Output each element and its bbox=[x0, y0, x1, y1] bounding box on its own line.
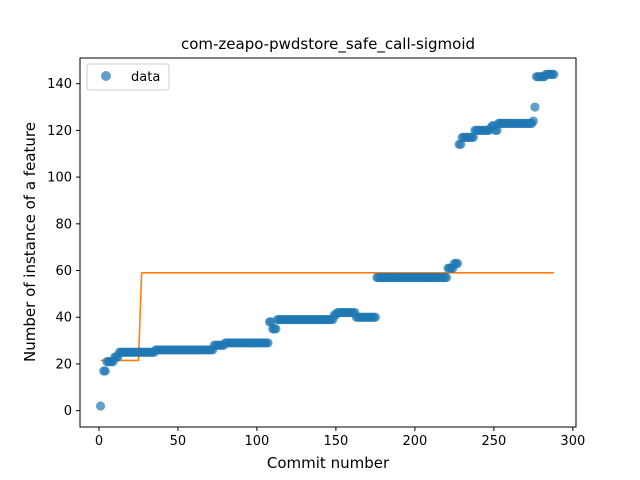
fit-line bbox=[100, 272, 554, 362]
x-axis-label: Commit number bbox=[267, 454, 390, 472]
x-tick-label: 150 bbox=[323, 434, 348, 449]
y-tick-label: 100 bbox=[47, 171, 72, 186]
x-tick-label: 250 bbox=[481, 434, 506, 449]
x-tick-label: 100 bbox=[245, 434, 270, 449]
axes-frame bbox=[79, 57, 577, 428]
data-point bbox=[271, 324, 281, 334]
x-tick-label: 300 bbox=[560, 434, 585, 449]
y-tick-label: 80 bbox=[55, 217, 72, 232]
plot-background bbox=[80, 58, 576, 427]
data-point bbox=[530, 102, 540, 112]
y-axis-label: Number of instance of a feature bbox=[21, 122, 39, 362]
data-point bbox=[456, 139, 466, 150]
legend-box bbox=[86, 63, 170, 91]
x-tick-label: 50 bbox=[170, 434, 187, 449]
y-tick-label: 60 bbox=[55, 264, 72, 279]
y-tick-label: 0 bbox=[64, 404, 72, 419]
data-point bbox=[441, 272, 452, 283]
y-tick-label: 120 bbox=[47, 124, 72, 139]
y-tick-label: 140 bbox=[47, 77, 72, 92]
data-points-layer bbox=[95, 69, 559, 411]
legend-marker-data bbox=[101, 71, 111, 81]
chart-title: com-zeapo-pwdstore_safe_call-sigmoid bbox=[181, 35, 475, 54]
data-point bbox=[370, 312, 380, 322]
legend-label-data: data bbox=[131, 70, 160, 85]
plot-area bbox=[79, 57, 577, 428]
data-point bbox=[452, 258, 463, 269]
data-point bbox=[528, 116, 538, 126]
data-point bbox=[468, 132, 478, 143]
y-tick-label: 40 bbox=[55, 311, 72, 326]
data-point bbox=[95, 401, 106, 411]
legend: data bbox=[86, 63, 170, 91]
data-point bbox=[263, 338, 273, 348]
data-point bbox=[100, 366, 110, 376]
x-tick-label: 0 bbox=[95, 434, 103, 449]
fit-line-layer bbox=[100, 272, 554, 362]
data-point bbox=[492, 125, 502, 135]
data-point bbox=[549, 69, 559, 79]
x-tick-label: 200 bbox=[402, 434, 427, 449]
ticks-layer: 0 50 100 150 200 250 300 0 20 40 60 80 100 120 140 bbox=[47, 77, 585, 449]
y-tick-label: 20 bbox=[55, 357, 72, 372]
